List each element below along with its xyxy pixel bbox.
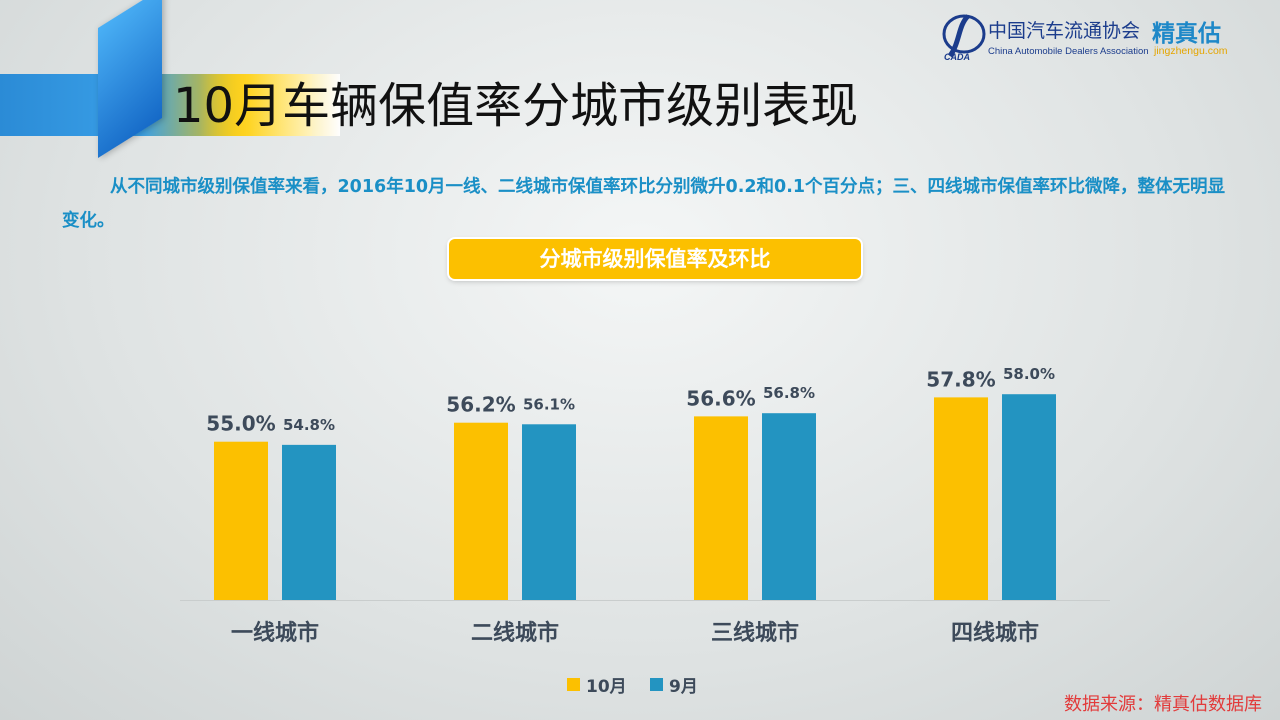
- association-name-en: China Automobile Dealers Association: [988, 46, 1149, 57]
- bar-october-4: [934, 397, 988, 600]
- category-label-3: 三线城市: [711, 620, 799, 646]
- data-label-september-3: 56.8%: [763, 384, 815, 402]
- data-label-october-1: 55.0%: [206, 412, 275, 436]
- chart-title-banner: 分城市级别保值率及环比: [449, 239, 861, 279]
- bar-september-4: [1002, 394, 1056, 600]
- bar-september-1: [282, 444, 336, 600]
- category-label-1: 一线城市: [231, 620, 319, 646]
- bar-october-1: [214, 441, 268, 600]
- cada-logo-text: CADA: [944, 52, 970, 62]
- association-name: 中国汽车流通协会: [988, 20, 1141, 42]
- data-label-october-3: 56.6%: [686, 386, 755, 410]
- page-title: 10月车辆保值率分城市级别表现: [173, 78, 859, 134]
- legend-label-october: 10月: [586, 677, 627, 697]
- data-label-september-2: 56.1%: [523, 395, 575, 413]
- legend-swatch-september: [650, 678, 663, 691]
- data-label-september-4: 58.0%: [1003, 365, 1055, 383]
- bar-october-2: [454, 422, 508, 600]
- legend-label-september: 9月: [669, 677, 698, 697]
- title-ribbon-fade: [200, 74, 340, 136]
- data-label-october-2: 56.2%: [446, 393, 515, 417]
- data-source-note: 数据来源：精真估数据库: [1064, 694, 1262, 715]
- data-label-october-4: 57.8%: [926, 367, 995, 391]
- bar-september-3: [762, 413, 816, 600]
- legend-swatch-october: [567, 678, 580, 691]
- brand-url: jingzhengu.com: [1154, 45, 1228, 57]
- brand-logo-text: 精真估: [1152, 21, 1221, 47]
- category-label-2: 二线城市: [471, 620, 559, 646]
- cada-logo-icon: CADA: [942, 14, 986, 62]
- data-label-september-1: 54.8%: [283, 416, 335, 434]
- bar-september-2: [522, 424, 576, 600]
- summary-paragraph: 从不同城市级别保值率来看，2016年10月一线、二线城市保值率环比分别微升0.2…: [62, 177, 1226, 231]
- bar-october-3: [694, 416, 748, 600]
- category-label-4: 四线城市: [951, 620, 1039, 646]
